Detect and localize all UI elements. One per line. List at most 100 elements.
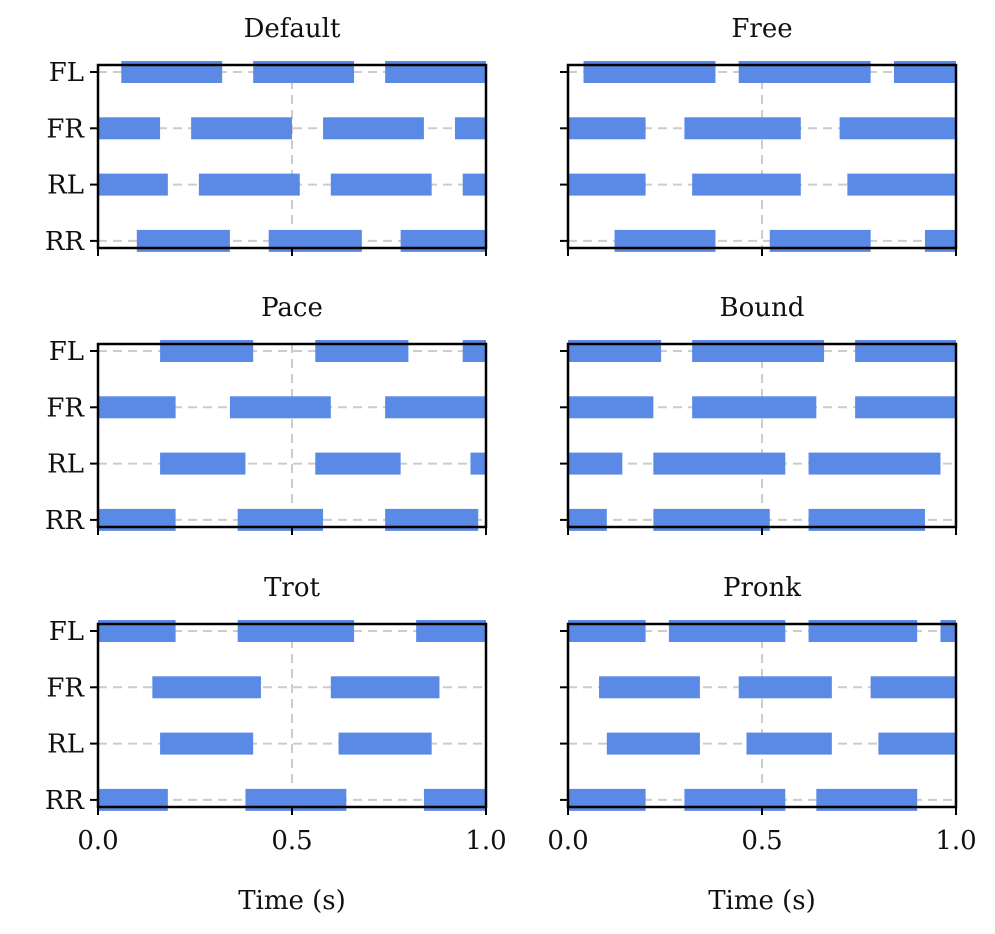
- y-tick-label: RL: [47, 171, 84, 201]
- stance-bar-fl: [253, 61, 355, 83]
- stance-bar-fr: [692, 396, 817, 419]
- stance-bar-fl: [385, 61, 486, 83]
- x-tick-label: 0.5: [741, 826, 782, 856]
- panel-title: Default: [244, 14, 341, 44]
- stance-bar-rr: [568, 788, 646, 811]
- stance-bar-rr: [684, 788, 786, 811]
- stance-bar-rr: [268, 229, 362, 252]
- stance-bar-rl: [653, 452, 786, 475]
- y-tick-label: RR: [45, 506, 86, 536]
- panel-pace: Pace FL FR RL RR: [45, 293, 488, 536]
- stance-bar-rl: [470, 452, 486, 475]
- stance-bar-fr: [870, 676, 956, 699]
- stance-bar-rl: [330, 173, 432, 196]
- stance-bar-rr: [245, 788, 347, 811]
- stance-bar-rl: [746, 732, 832, 755]
- panel-title: Free: [731, 14, 792, 44]
- stance-bar-fl: [462, 340, 486, 362]
- stance-bar-rl: [692, 173, 801, 196]
- stance-bar-fr: [98, 117, 161, 140]
- stance-bar-rl: [338, 732, 432, 755]
- stance-bar-fl: [668, 620, 786, 642]
- panel-trot: Trot FL FR RL RR 0.0 0.5 1.0 Time (s): [45, 573, 507, 916]
- x-axis-label: Time (s): [708, 886, 816, 916]
- panel-pronk: Pronk 0.0 0.5 1.0 Time (s): [547, 573, 976, 916]
- stance-bar-fr: [839, 117, 956, 140]
- panel-bound: Bound: [560, 293, 958, 535]
- stance-bar-fr: [599, 676, 700, 699]
- stance-bar-rl: [198, 173, 300, 196]
- stance-bar-fl: [568, 340, 662, 362]
- stance-bar-rr: [136, 229, 230, 252]
- stance-bar-rr: [614, 229, 716, 252]
- panel-title: Pace: [261, 293, 323, 323]
- panel-free: Free: [560, 14, 958, 256]
- stance-bar-fr: [98, 396, 176, 419]
- stance-bar-fl: [808, 620, 918, 642]
- stance-bar-rl: [98, 173, 168, 196]
- stance-bar-rl: [160, 732, 254, 755]
- stance-bar-fl: [237, 620, 355, 642]
- x-axis-label: Time (s): [238, 886, 346, 916]
- stance-bar-rr: [769, 229, 871, 252]
- y-tick-label: FR: [46, 673, 85, 703]
- stance-bar-rr: [423, 788, 486, 811]
- stance-bar-rl: [160, 452, 246, 475]
- stance-bar-fr: [568, 396, 654, 419]
- stance-bar-rl: [878, 732, 956, 755]
- stance-bar-rl: [606, 732, 700, 755]
- stance-bar-fr: [568, 117, 646, 140]
- y-tick-label: FR: [46, 114, 85, 144]
- x-tick-label: 1.0: [935, 826, 976, 856]
- stance-bar-fl: [940, 620, 956, 642]
- stance-bar-fl: [160, 340, 254, 362]
- stance-bar-fl: [583, 61, 716, 83]
- stance-bar-rl: [315, 452, 401, 475]
- stance-bar-fr: [229, 396, 331, 419]
- y-tick-label: FR: [46, 393, 85, 423]
- stance-bar-rr: [237, 508, 324, 531]
- stance-bar-rr: [808, 508, 925, 531]
- stance-bar-fr: [152, 676, 261, 699]
- panel-title: Bound: [720, 293, 805, 323]
- stance-bar-rl: [462, 173, 486, 196]
- stance-bar-rr: [98, 508, 176, 531]
- stance-bar-fl: [692, 340, 825, 362]
- stance-bar-fl: [893, 61, 956, 83]
- y-tick-label: RR: [45, 786, 86, 816]
- stance-bar-fl: [315, 340, 409, 362]
- stance-bar-rr: [924, 229, 956, 252]
- stance-bar-fl: [855, 340, 956, 362]
- stance-bar-fr: [738, 676, 832, 699]
- x-tick-label: 0.0: [547, 826, 588, 856]
- stance-bar-fr: [684, 117, 801, 140]
- stance-bar-rl: [847, 173, 956, 196]
- panel-default: Default FL FR RL RR: [45, 14, 488, 257]
- stance-bar-fl: [121, 61, 223, 83]
- y-tick-label: FL: [49, 337, 84, 367]
- stance-bar-fl: [568, 620, 646, 642]
- stance-bar-rr: [816, 788, 918, 811]
- x-tick-label: 1.0: [465, 826, 506, 856]
- stance-bar-rl: [808, 452, 941, 475]
- stance-bar-fl: [416, 620, 486, 642]
- stance-bar-fl: [98, 620, 176, 642]
- y-tick-label: FL: [49, 58, 84, 88]
- y-tick-label: RL: [47, 730, 84, 760]
- stance-bar-fr: [191, 117, 292, 140]
- stance-bar-rr: [385, 508, 479, 531]
- stance-bar-rl: [568, 452, 623, 475]
- stance-bar-rr: [653, 508, 770, 531]
- stance-bar-rl: [568, 173, 646, 196]
- stance-bar-fr: [385, 396, 486, 419]
- stance-bar-fl: [738, 61, 871, 83]
- y-tick-label: RR: [45, 227, 86, 257]
- y-tick-label: RL: [47, 450, 84, 480]
- stance-bar-fr: [454, 117, 486, 140]
- x-tick-label: 0.0: [77, 826, 118, 856]
- stance-bar-rr: [98, 788, 168, 811]
- stance-bar-fr: [323, 117, 424, 140]
- stance-bar-fr: [855, 396, 956, 419]
- stance-bar-rr: [400, 229, 486, 252]
